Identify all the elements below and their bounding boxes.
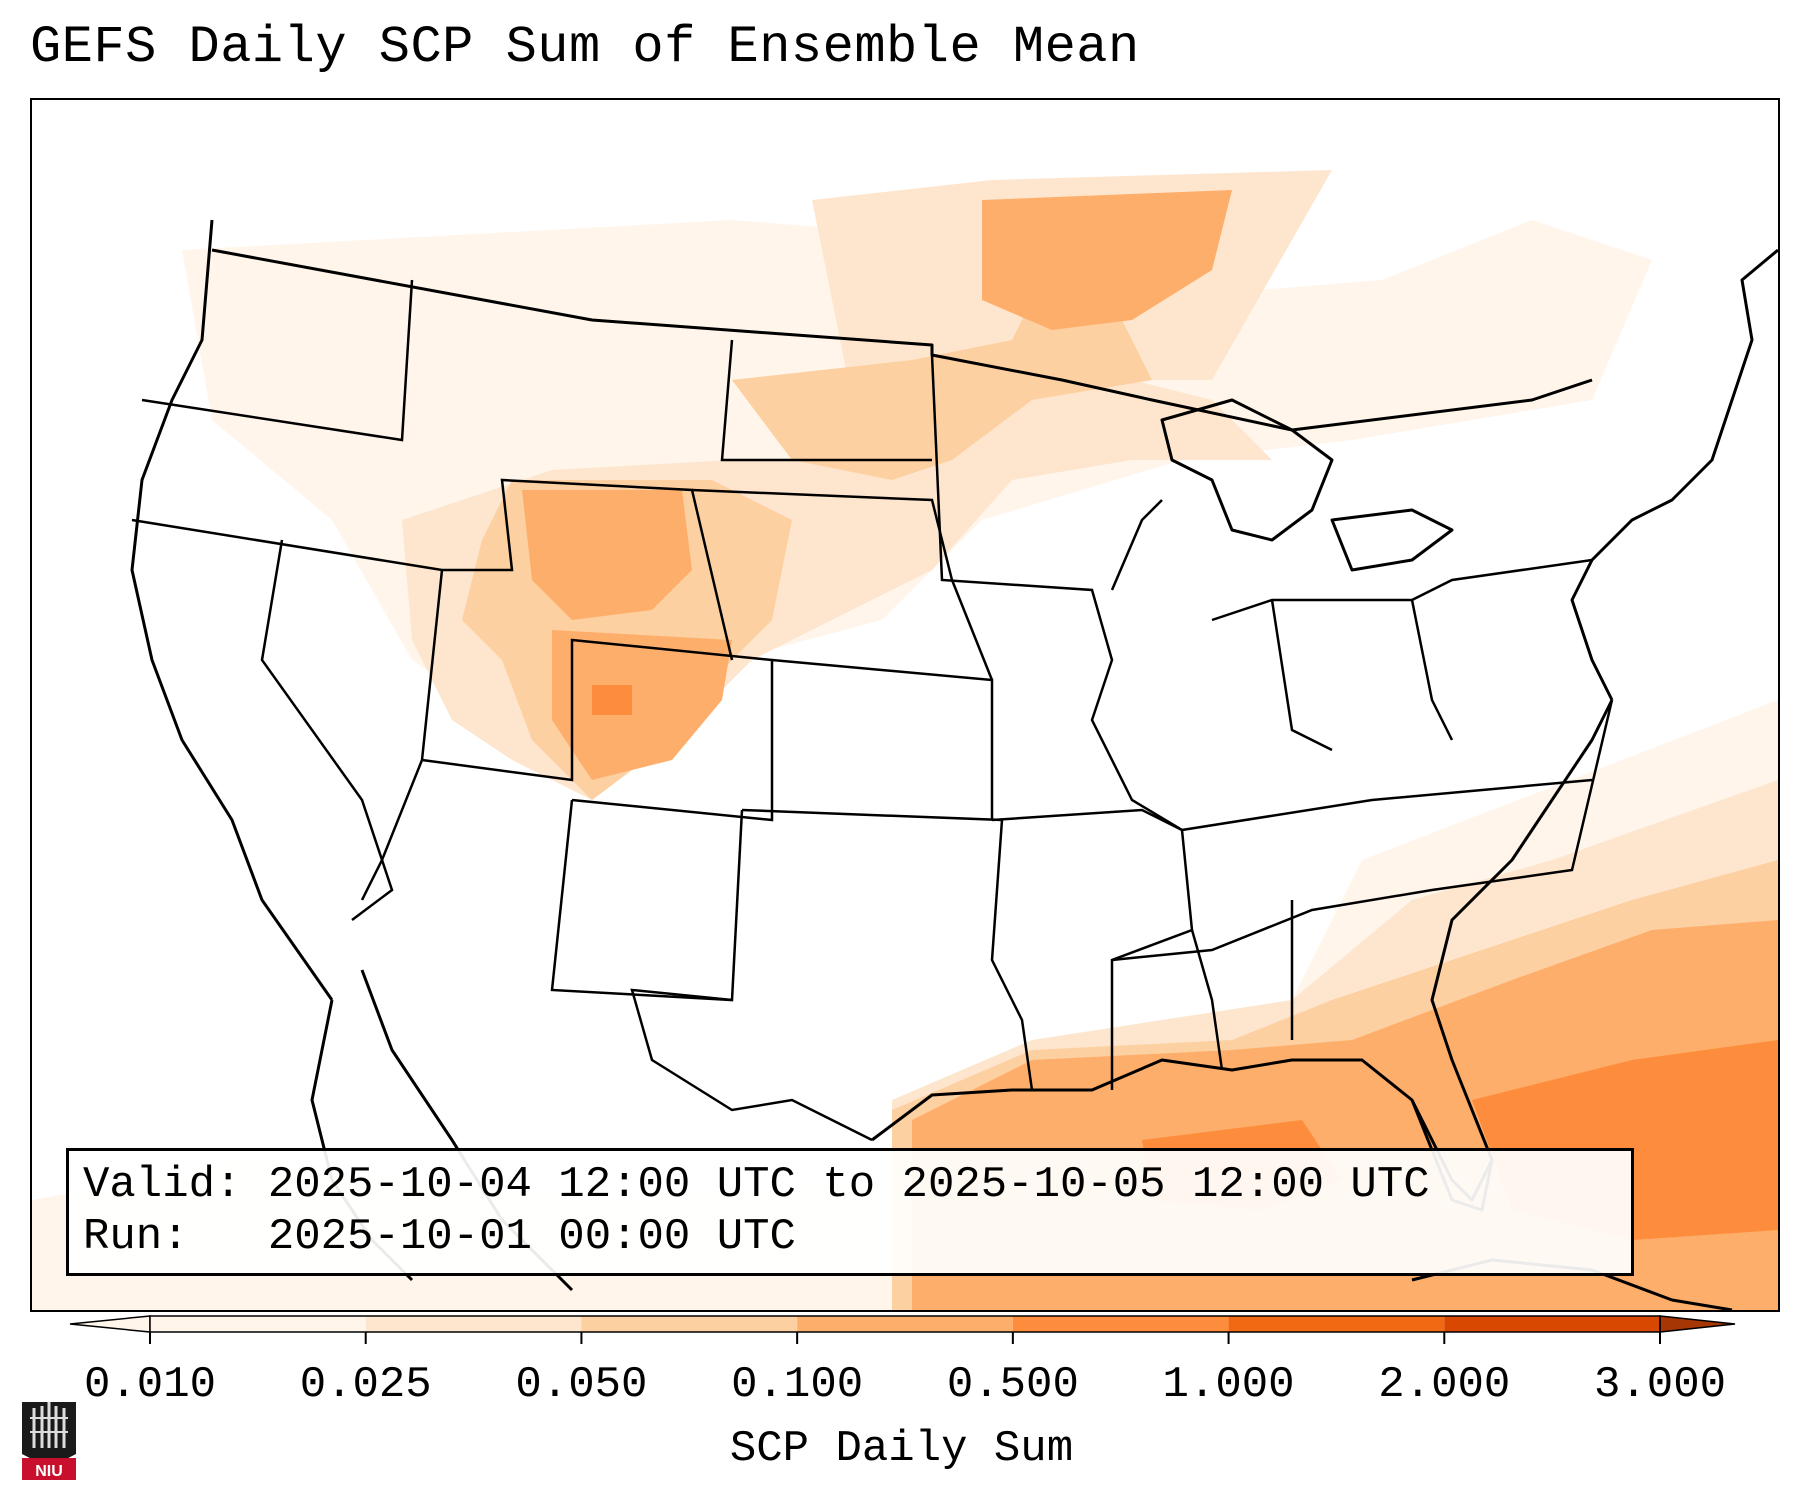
colorbar-tick-label: 2.000 <box>1378 1360 1511 1410</box>
colorbar-tick-label: 3.000 <box>1593 1360 1727 1410</box>
great-lakes <box>1160 398 1454 572</box>
niu-logo: NIU <box>22 1402 76 1480</box>
valid-value: 2025-10-04 12:00 UTC to 2025-10-05 12:00… <box>267 1160 1430 1210</box>
shade-orange-colorado <box>552 630 732 780</box>
colorbar-segment <box>150 1316 366 1332</box>
colorbar-segment <box>1012 1316 1229 1332</box>
colorbar-segment <box>797 1316 1013 1332</box>
validity-info-box: Valid: 2025-10-04 12:00 UTC to 2025-10-0… <box>66 1148 1634 1276</box>
colorbar-tick-label: 1.000 <box>1162 1360 1295 1410</box>
colorbar-outline <box>149 1315 1661 1333</box>
shade-medium-dakotas <box>732 280 1152 480</box>
shade-orange-upper-midwest <box>982 190 1232 330</box>
us-canada-border <box>211 248 1593 432</box>
colorbar-extend-low <box>69 1315 151 1333</box>
run-line: Run: 2025-10-01 00:00 UTC <box>83 1211 1617 1263</box>
colorbar-tick-label: 0.010 <box>83 1360 217 1410</box>
map-title: GEFS Daily SCP Sum of Ensemble Mean <box>30 18 1140 77</box>
valid-line: Valid: 2025-10-04 12:00 UTC to 2025-10-0… <box>83 1159 1617 1211</box>
shade-darkorange-colorado-spot <box>592 685 632 715</box>
valid-label: Valid: <box>83 1160 242 1210</box>
us-west-coast <box>130 219 334 1001</box>
state-borders <box>131 279 1633 1142</box>
run-value: 2025-10-01 00:00 UTC <box>267 1212 796 1262</box>
scp-shading-layer <box>32 170 1778 1310</box>
map-canvas <box>32 170 1778 1310</box>
colorbar <box>69 1315 1736 1344</box>
shade-orange-wyoming <box>522 490 692 620</box>
map-panel <box>30 98 1780 1312</box>
colorbar-tick-label: 0.500 <box>946 1360 1079 1410</box>
atlantic-coast <box>1570 248 1778 701</box>
colorbar-segment <box>581 1316 798 1332</box>
colorbar-segment <box>1444 1316 1660 1332</box>
colorbar-tick-label: 0.025 <box>299 1360 432 1410</box>
colorbar-tick-labels: 0.010 0.025 0.050 0.100 0.500 1.000 2.000 3.000 <box>0 1360 1803 1420</box>
colorbar-segment <box>365 1316 582 1332</box>
colorbar-tick-label: 0.100 <box>731 1360 864 1410</box>
four-corners <box>421 638 774 822</box>
colorbar-label: SCP Daily Sum <box>729 1424 1074 1474</box>
colorbar-segment <box>1228 1316 1445 1332</box>
run-label: Run: <box>83 1212 189 1262</box>
logo-text: NIU <box>35 1463 63 1480</box>
colorbar-extend-high <box>1659 1315 1736 1333</box>
colorbar-tick-label: 0.050 <box>515 1360 648 1410</box>
